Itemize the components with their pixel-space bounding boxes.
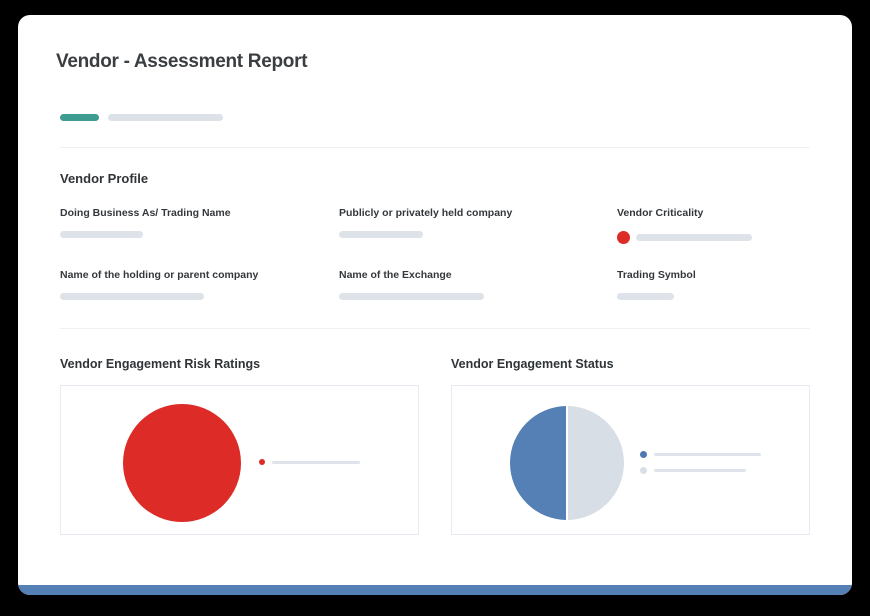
legend-swatch — [259, 459, 265, 465]
field-label: Doing Business As/ Trading Name — [60, 207, 231, 219]
field-label: Trading Symbol — [617, 269, 696, 281]
chart-title: Vendor Engagement Status — [451, 357, 614, 371]
progress-step-current[interactable] — [60, 114, 99, 121]
risk-ratings-pie-chart — [123, 404, 241, 522]
engagement-status-pie-chart — [510, 406, 624, 520]
legend-swatch — [640, 451, 647, 458]
field-value-placeholder — [60, 293, 204, 300]
criticality-status-dot — [617, 231, 630, 244]
legend-item — [640, 451, 761, 458]
field-trading-symbol: Trading Symbol — [617, 269, 810, 300]
charts-row: Vendor Engagement Risk Ratings Vendor En… — [60, 357, 810, 535]
risk-ratings-chart-card — [60, 385, 419, 535]
chart-title: Vendor Engagement Risk Ratings — [60, 357, 261, 371]
field-value-placeholder — [60, 231, 143, 238]
field-label: Vendor Criticality — [617, 207, 704, 219]
engagement-status-chart-card — [451, 385, 810, 535]
legend-label-placeholder — [654, 453, 761, 456]
field-value-placeholder — [339, 231, 423, 238]
field-value-placeholder — [636, 234, 752, 241]
legend-swatch — [640, 467, 647, 474]
report-page: Vendor - Assessment Report Vendor Profil… — [18, 15, 852, 595]
legend-item — [640, 467, 761, 474]
field-label: Name of the holding or parent company — [60, 269, 259, 281]
report-content: Vendor - Assessment Report Vendor Profil… — [18, 51, 852, 535]
section-divider — [60, 328, 810, 329]
field-held-company: Publicly or privately held company — [339, 207, 617, 244]
field-value-placeholder — [617, 293, 674, 300]
report-footer-bar — [18, 585, 852, 595]
risk-ratings-chart-block: Vendor Engagement Risk Ratings — [60, 357, 419, 535]
field-exchange-name: Name of the Exchange — [339, 269, 617, 300]
legend-label-placeholder — [272, 460, 360, 464]
chart-legend — [259, 459, 360, 465]
field-vendor-criticality: Vendor Criticality — [617, 207, 810, 244]
field-trading-name: Doing Business As/ Trading Name — [60, 207, 339, 244]
page-title: Vendor - Assessment Report — [56, 51, 308, 72]
legend-item — [259, 459, 360, 465]
chart-legend — [640, 451, 761, 474]
vendor-profile-heading: Vendor Profile — [60, 171, 149, 186]
legend-label-placeholder — [654, 469, 746, 472]
field-value-placeholder — [339, 293, 484, 300]
field-label: Name of the Exchange — [339, 269, 452, 281]
engagement-status-chart-block: Vendor Engagement Status — [451, 357, 810, 535]
progress-step-next[interactable] — [108, 114, 223, 121]
field-parent-company: Name of the holding or parent company — [60, 269, 339, 300]
section-divider — [60, 147, 810, 148]
progress-steps — [60, 114, 810, 121]
field-label: Publicly or privately held company — [339, 207, 513, 219]
vendor-profile-fields: Doing Business As/ Trading Name Publicly… — [60, 207, 810, 300]
